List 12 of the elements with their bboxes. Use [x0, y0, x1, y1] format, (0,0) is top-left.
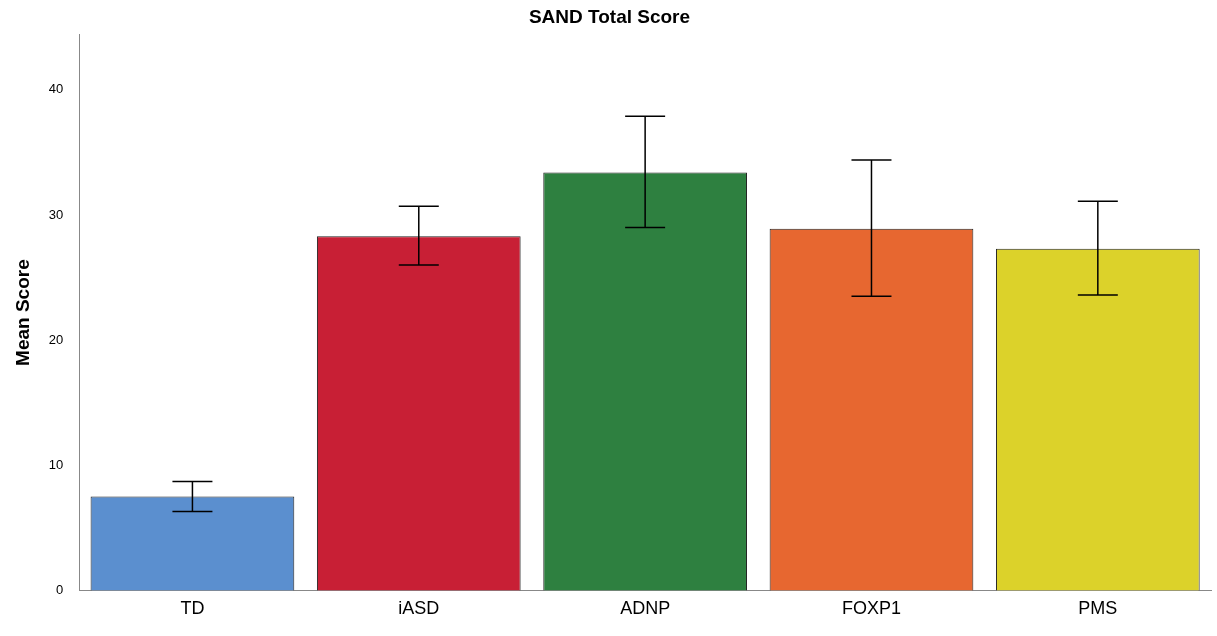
- x-tick-label: TD: [180, 598, 205, 619]
- y-axis-title: Mean Score: [11, 259, 33, 366]
- x-tick-label: iASD: [398, 598, 440, 619]
- x-tick-label: FOXP1: [841, 598, 901, 619]
- y-tick-label: 10: [48, 456, 64, 472]
- x-tick-label: PMS: [1078, 598, 1118, 619]
- y-tick-label: 30: [48, 206, 64, 222]
- y-tick-label: 0: [56, 581, 64, 597]
- chart-title: SAND Total Score: [528, 5, 691, 27]
- x-tick-label: ADNP: [620, 598, 671, 619]
- y-tick-label: 20: [48, 331, 64, 347]
- y-tick-label: 40: [48, 81, 64, 97]
